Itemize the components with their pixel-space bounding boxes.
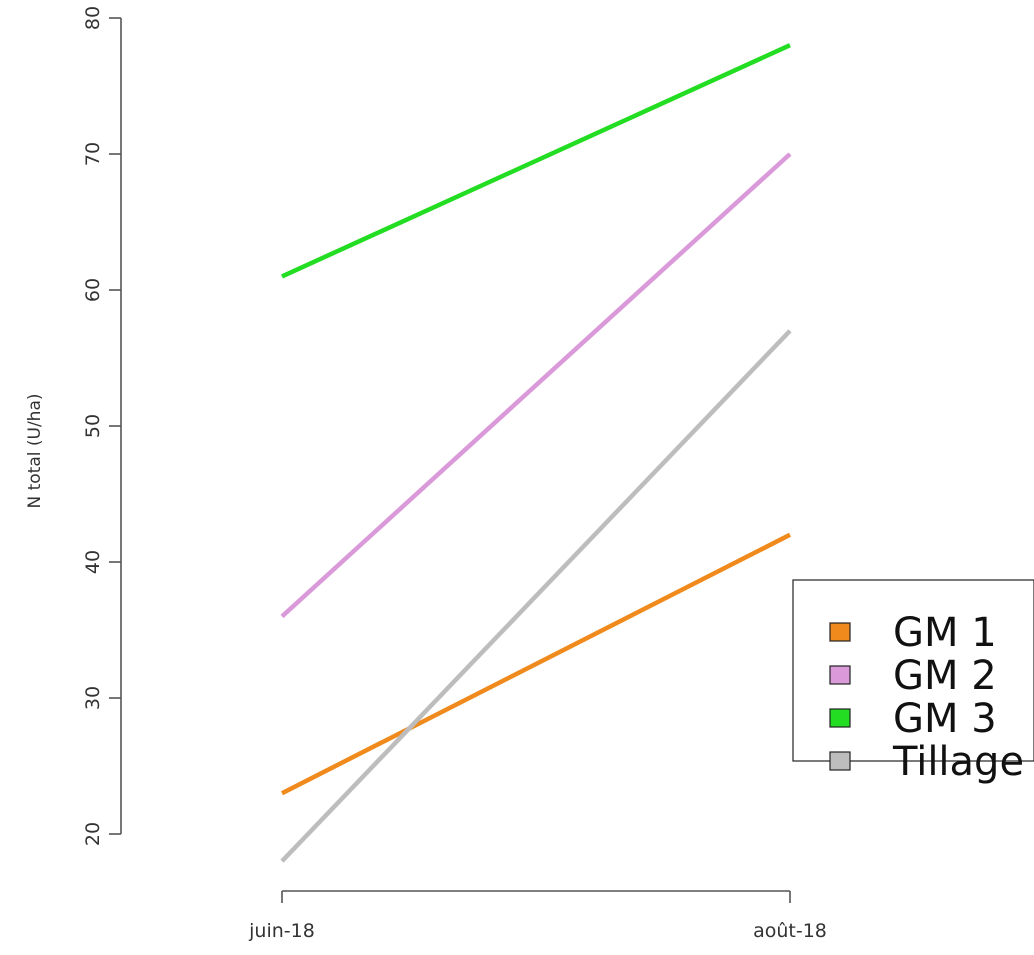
y-tick-label: 50	[82, 414, 104, 438]
x-tick-label: juin-18	[248, 920, 315, 942]
legend-label: GM 1	[893, 610, 997, 656]
series-line-gm-3	[281, 43, 791, 279]
legend-swatch	[829, 665, 851, 685]
legend-swatch	[829, 622, 851, 642]
x-axis: juin-18 août-18	[248, 890, 827, 942]
y-tick-label: 30	[82, 686, 104, 710]
y-tick-label: 70	[82, 142, 104, 166]
legend-label: GM 2	[893, 653, 997, 699]
y-tick-label: 80	[82, 6, 104, 30]
series-line-tillage	[280, 329, 792, 863]
series-lines	[280, 43, 792, 863]
legend-label: GM 3	[893, 696, 997, 742]
legend-swatch	[829, 751, 851, 771]
y-axis-title: N total (U/ha)	[25, 393, 45, 508]
y-tick-label: 40	[82, 550, 104, 574]
y-tick-label: 20	[82, 822, 104, 846]
x-axis-ticks: juin-18 août-18	[248, 891, 827, 942]
legend-swatch	[829, 708, 851, 728]
legend-label: Tillage	[892, 739, 1024, 785]
x-tick-label: août-18	[753, 920, 827, 942]
y-axis-ticks: 20 30 40 50 60 70 80	[82, 6, 121, 846]
series-line-gm-1	[280, 532, 792, 796]
y-tick-label: 60	[82, 278, 104, 302]
y-axis: 20 30 40 50 60 70 80	[82, 6, 122, 846]
series-line-gm-2	[280, 152, 792, 619]
